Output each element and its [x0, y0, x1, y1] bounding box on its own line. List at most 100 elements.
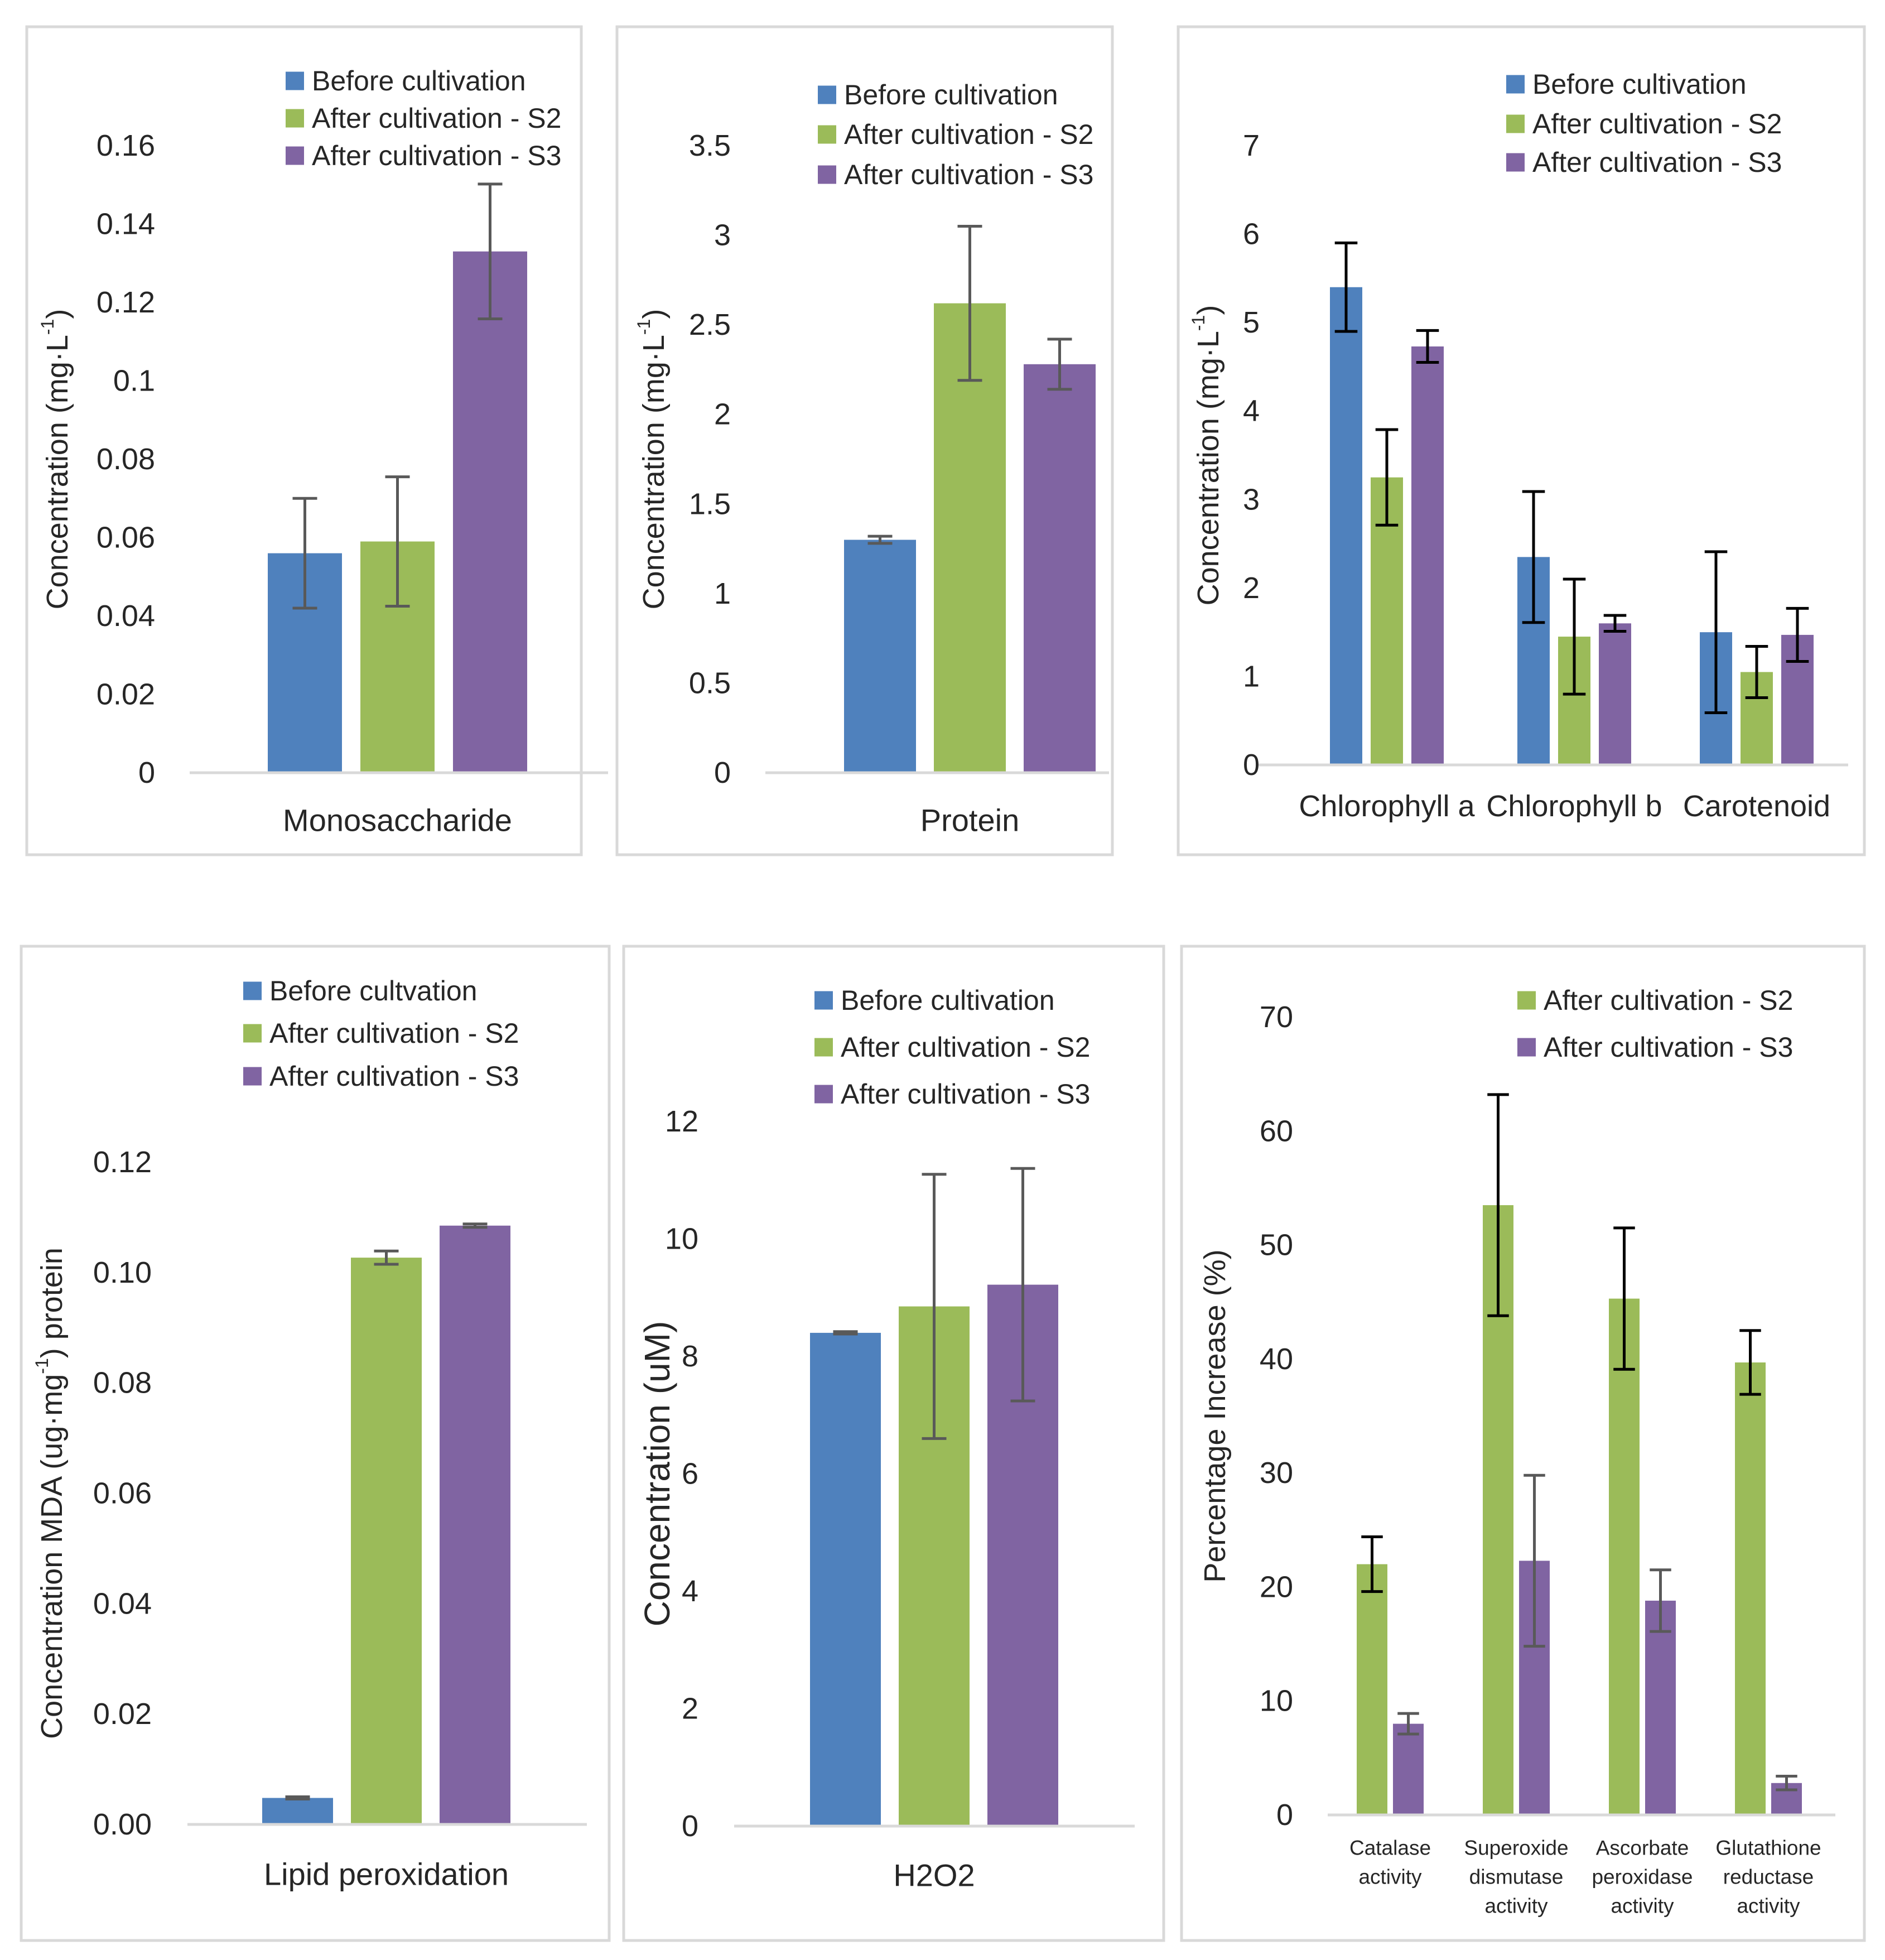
- chart-panel-5: 0 2 4 6 8 10 12 Concentration (uM) H2O2 Before cu…: [622, 945, 1165, 1942]
- legend-swatch: [286, 109, 304, 128]
- legend-swatch: [818, 125, 836, 144]
- x-category-label: activity: [1737, 1895, 1800, 1918]
- chart-panel-1: 0 0.02 0.04 0.06 0.08 0.1 0.12 0.14 0.16 Concentr…: [25, 25, 608, 856]
- x-category-label: activity: [1484, 1895, 1548, 1918]
- y-tick-label: 0.04: [93, 1587, 152, 1620]
- y-tick-label: 0.14: [97, 208, 155, 241]
- legend-swatch: [818, 165, 836, 184]
- legend-label: After cultivation - S2: [269, 1018, 519, 1049]
- legend-swatch: [814, 1038, 833, 1057]
- y-tick-label: 0: [682, 1809, 698, 1843]
- y-tick-label: 1: [1243, 659, 1260, 693]
- legend-label: After cultivation - S2: [1544, 985, 1793, 1016]
- x-category-label: activity: [1611, 1895, 1674, 1918]
- y-tick-label: 0.16: [97, 129, 155, 162]
- legend-swatch: [814, 991, 833, 1010]
- y-axis-title-superscript: -1: [634, 319, 654, 335]
- y-tick-label: 2.5: [689, 308, 731, 341]
- legend-label: After cultivation - S3: [1544, 1032, 1793, 1063]
- legend-swatch: [814, 1085, 833, 1104]
- y-tick-label: 0.08: [97, 442, 155, 476]
- y-axis-title: Concentration (uM): [637, 1321, 677, 1627]
- chart-panel-6: 0 10 20 30 40 50 60 70 Percentage Increase (%) Ca…: [1180, 945, 1866, 1942]
- y-tick-label: 6: [1243, 218, 1260, 251]
- legend-swatch: [1506, 75, 1525, 94]
- y-tick-label: 60: [1260, 1114, 1293, 1148]
- y-tick-label: 0.08: [93, 1366, 152, 1400]
- legend-label: Before cultivation: [841, 985, 1055, 1016]
- y-axis-title-superscript: -1: [37, 319, 57, 335]
- legend-swatch: [1517, 1038, 1536, 1057]
- y-tick-label: 0.12: [93, 1145, 152, 1179]
- y-axis-title: Concentration MDA (ug·mg-1) protein: [32, 1248, 69, 1739]
- y-axis-title: Concentration (mg·L-1): [1188, 305, 1225, 606]
- y-tick-label: 0.5: [689, 666, 731, 700]
- y-tick-label: 0.02: [97, 678, 155, 711]
- x-category-label: Superoxide: [1464, 1837, 1568, 1860]
- y-tick-label: 20: [1260, 1570, 1293, 1603]
- y-tick-label: 4: [682, 1574, 698, 1608]
- x-category-label: reductase: [1723, 1866, 1814, 1889]
- y-tick-label: 1: [714, 577, 731, 610]
- x-category-label: Chlorophyll b: [1486, 789, 1662, 823]
- y-axis-title: Percentage Increase (%): [1198, 1249, 1232, 1582]
- bar: [1735, 1362, 1766, 1815]
- bar: [262, 1798, 333, 1824]
- legend-label: After cultivation - S3: [844, 159, 1093, 190]
- bar: [440, 1225, 510, 1824]
- bar: [844, 540, 916, 773]
- legend-label: After cultivation - S3: [1532, 147, 1782, 178]
- y-tick-label: 0.06: [97, 521, 155, 555]
- y-tick-label: 0.10: [93, 1256, 152, 1289]
- bar: [1411, 346, 1444, 765]
- x-category-label: Ascorbate: [1596, 1837, 1689, 1860]
- chart-panel-3: 0 1 2 3 4 5 6 7 Concentration (mg·L-1) Chlorophyl…: [1177, 25, 1866, 856]
- y-tick-label: 8: [682, 1340, 698, 1373]
- legend-label: Before cultivation: [312, 65, 526, 97]
- legend-label: After cultivation - S3: [312, 140, 561, 171]
- chart-panel-2: 0 0.5 1 1.5 2 2.5 3 3.5 Concentration (mg·L-1) Pr…: [615, 25, 1114, 856]
- x-category-label: activity: [1358, 1866, 1422, 1889]
- y-tick-label: 0.00: [93, 1808, 152, 1841]
- bar: [1393, 1723, 1424, 1815]
- y-tick-label: 7: [1243, 129, 1260, 162]
- bar: [1599, 623, 1631, 765]
- y-tick-label: 3.5: [689, 129, 731, 162]
- y-tick-label: 5: [1243, 306, 1260, 339]
- y-tick-label: 12: [665, 1105, 698, 1138]
- legend-swatch: [286, 146, 304, 165]
- bar: [453, 251, 527, 773]
- legend-swatch: [243, 1024, 262, 1043]
- y-tick-label: 0: [138, 756, 155, 789]
- x-category-label: Chlorophyll a: [1299, 789, 1475, 823]
- y-tick-label: 50: [1260, 1229, 1293, 1262]
- y-tick-label: 0: [1243, 748, 1260, 782]
- x-category-label: Catalase: [1349, 1837, 1431, 1860]
- y-tick-label: 40: [1260, 1342, 1293, 1376]
- y-tick-label: 0: [714, 756, 731, 789]
- y-tick-label: 30: [1260, 1456, 1293, 1490]
- legend-swatch: [1506, 153, 1525, 172]
- legend-swatch: [1517, 991, 1536, 1010]
- legend-label: After cultivation - S3: [269, 1061, 519, 1092]
- x-category-label: Glutathione: [1715, 1837, 1821, 1860]
- y-axis-title: Concentration (mg·L-1): [37, 309, 74, 610]
- legend-label: After cultivation - S2: [841, 1032, 1090, 1063]
- x-category-label: Carotenoid: [1683, 789, 1830, 823]
- x-category-label: peroxidase: [1592, 1866, 1693, 1889]
- legend-label: After cultivation - S3: [841, 1078, 1090, 1110]
- bar: [1330, 287, 1362, 765]
- bar: [1609, 1298, 1640, 1815]
- y-tick-label: 10: [665, 1222, 698, 1256]
- x-category-label: H2O2: [893, 1858, 975, 1893]
- chart-panel-4: 0.00 0.02 0.04 0.06 0.08 0.10 0.12 Concentratio…: [20, 945, 611, 1942]
- panel-border: [20, 945, 611, 1942]
- bar: [351, 1258, 422, 1824]
- bar: [1024, 364, 1096, 773]
- x-category-label: Protein: [920, 803, 1019, 838]
- y-tick-label: 2: [714, 398, 731, 431]
- y-tick-label: 10: [1260, 1684, 1293, 1718]
- y-tick-label: 0.02: [93, 1697, 152, 1731]
- y-tick-label: 70: [1260, 1000, 1293, 1034]
- y-tick-label: 3: [714, 219, 731, 252]
